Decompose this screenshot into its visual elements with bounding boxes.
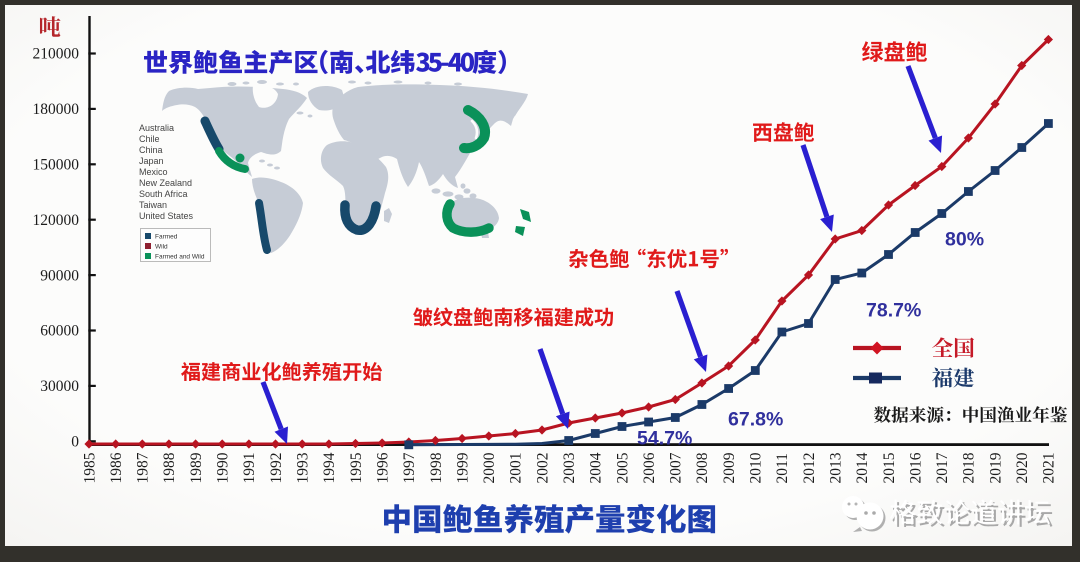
svg-text:80%: 80% [945,229,984,251]
svg-text:1991: 1991 [241,453,258,484]
svg-text:2007: 2007 [668,452,685,483]
svg-text:1990: 1990 [215,452,232,483]
svg-text:2013: 2013 [828,452,845,483]
svg-text:Farmed: Farmed [155,234,178,241]
svg-text:2009: 2009 [721,452,738,483]
svg-text:1986: 1986 [108,452,125,483]
svg-text:60000: 60000 [40,323,79,340]
svg-text:1987: 1987 [135,452,152,483]
svg-text:2003: 2003 [561,452,578,483]
svg-text:Mexico: Mexico [139,167,168,177]
svg-text:78.7%: 78.7% [866,300,921,322]
svg-text:2010: 2010 [748,452,765,483]
svg-text:1998: 1998 [428,452,445,483]
svg-text:1994: 1994 [321,452,338,483]
svg-text:120000: 120000 [33,212,80,229]
svg-text:2001: 2001 [508,453,525,484]
svg-text:Japan: Japan [139,156,164,166]
svg-text:2014: 2014 [854,452,871,483]
svg-text:67.8%: 67.8% [728,409,783,431]
svg-text:2002: 2002 [534,453,551,484]
svg-text:180000: 180000 [33,101,80,118]
svg-text:2021: 2021 [1041,453,1058,484]
svg-text:54.7%: 54.7% [637,428,692,450]
svg-text:2020: 2020 [1014,452,1031,483]
svg-text:1988: 1988 [161,452,178,483]
svg-text:2008: 2008 [694,452,711,483]
svg-text:2004: 2004 [588,452,605,483]
svg-text:United States: United States [139,211,194,221]
svg-text:90000: 90000 [40,267,79,284]
svg-text:1985: 1985 [81,452,98,483]
svg-text:1989: 1989 [188,452,205,483]
svg-text:South Africa: South Africa [139,189,188,199]
svg-text:China: China [139,145,163,155]
svg-text:2016: 2016 [907,452,924,483]
svg-text:Wild: Wild [155,244,168,251]
svg-text:2017: 2017 [934,452,951,483]
svg-text:Farmed and Wild: Farmed and Wild [155,254,205,261]
svg-text:Chile: Chile [139,134,160,144]
svg-text:2011: 2011 [774,453,791,483]
svg-text:1999: 1999 [454,452,471,483]
svg-text:210000: 210000 [33,46,80,63]
svg-text:1993: 1993 [295,452,312,483]
svg-text:2019: 2019 [987,452,1004,483]
svg-text:150000: 150000 [33,157,80,174]
svg-text:1996: 1996 [374,452,391,483]
svg-text:Australia: Australia [139,123,174,133]
svg-text:1997: 1997 [401,452,418,483]
svg-text:30000: 30000 [40,378,79,395]
svg-text:2018: 2018 [961,452,978,483]
svg-text:New Zealand: New Zealand [139,178,192,188]
svg-text:2006: 2006 [641,452,658,483]
svg-text:1992: 1992 [268,453,285,484]
svg-text:Taiwan: Taiwan [139,200,167,210]
svg-text:2005: 2005 [614,452,631,483]
svg-text:2012: 2012 [801,453,818,484]
svg-text:2015: 2015 [881,452,898,483]
svg-text:0: 0 [71,434,79,451]
svg-text:1995: 1995 [348,452,365,483]
svg-text:2000: 2000 [481,452,498,483]
